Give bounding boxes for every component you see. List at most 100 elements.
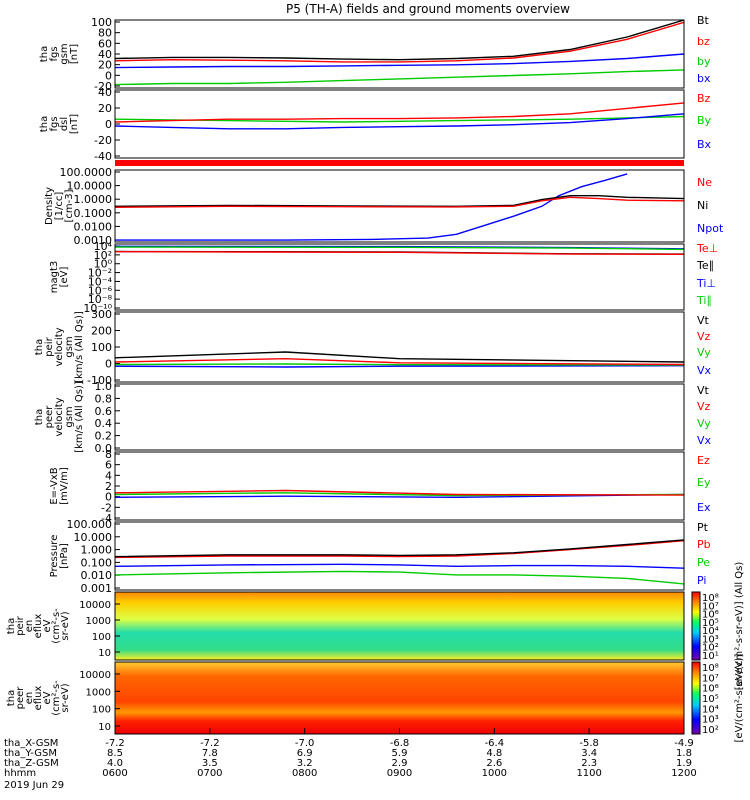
panel-9: 10000 1000 100 10 thapeirenefluxeV(cm²-s-sr-… xyxy=(6,562,745,691)
y-tick-label: -4 xyxy=(101,512,112,525)
y-tick-label: 100 xyxy=(91,341,112,354)
series-line-1 xyxy=(115,173,628,241)
y-tick-label: 0.8 xyxy=(95,392,113,405)
y-axis-label: [cm-3] xyxy=(64,189,75,222)
colorbar-tick-label: 10⁸ xyxy=(702,593,719,604)
y-tick-label: 6 xyxy=(105,459,112,472)
series-line-3 xyxy=(114,489,685,496)
footer-value: 3.2 xyxy=(297,758,313,769)
y-axis-label: magt3 xyxy=(49,261,60,294)
y-axis-label: gsm xyxy=(59,43,70,64)
footer-value: 0600 xyxy=(102,768,127,779)
y-axis-label: [1/cc] xyxy=(54,192,65,221)
y-axis-label: tha xyxy=(6,618,17,634)
y-axis-label: peer xyxy=(15,686,26,710)
panel-frame xyxy=(114,89,685,159)
colorbar xyxy=(691,661,701,735)
y-axis-label: eflux xyxy=(33,686,44,711)
y-axis-label: tha xyxy=(39,116,50,132)
legend-entry: Vz xyxy=(697,400,711,413)
y-axis-label: peir xyxy=(15,615,26,635)
series-line-4 xyxy=(114,19,685,61)
status-strip xyxy=(115,160,684,166)
footer-value: 0700 xyxy=(197,768,222,779)
y-tick-label: 60 xyxy=(98,37,112,50)
colorbar-label: [eV/(cm²-s-sr-eV)] xyxy=(734,653,745,742)
series-line-4 xyxy=(114,250,685,256)
footer-value: 2.3 xyxy=(581,758,597,769)
y-tick-label: 2 xyxy=(105,480,112,493)
series-line-2 xyxy=(114,363,685,366)
y-tick-label: 0.0 xyxy=(95,442,113,455)
y-axis-label: tha xyxy=(34,339,45,355)
panel-frame xyxy=(114,169,685,243)
footer-value: 0900 xyxy=(387,768,412,779)
y-tick-label: 0.010 xyxy=(81,569,113,582)
y-tick-label: 100 xyxy=(92,632,111,643)
y-tick-label: 0 xyxy=(105,69,112,82)
series-line-1 xyxy=(114,365,685,368)
footer-value: 6.9 xyxy=(297,748,313,759)
y-tick-label: 8 xyxy=(105,448,112,461)
legend-entry: Vx xyxy=(697,364,712,377)
y-tick-label: 10000 xyxy=(79,670,111,681)
series-line-4 xyxy=(114,351,685,363)
y-axis-label: gsm xyxy=(64,406,75,427)
series-line-3 xyxy=(114,21,685,63)
series-line-2 xyxy=(114,194,685,208)
legend-entry: Bx xyxy=(697,138,712,151)
colorbar-tick-label: 10² xyxy=(702,725,719,736)
legend-entry: Bz xyxy=(697,92,711,105)
y-tick-label: -40 xyxy=(94,150,112,163)
series-line-1 xyxy=(114,493,685,499)
y-tick-label: 1.000 xyxy=(81,544,113,557)
y-tick-label: 10.000 xyxy=(74,531,113,544)
y-axis-label: peir xyxy=(44,336,55,356)
footer-value: 1000 xyxy=(482,768,507,779)
y-tick-label: 40 xyxy=(98,48,112,61)
y-axis-label: eflux xyxy=(33,614,44,639)
footer-value: -7.2 xyxy=(200,738,220,749)
y-axis-label: [nPa] xyxy=(59,543,70,569)
panel-frame xyxy=(114,591,685,661)
panel-frame xyxy=(114,243,685,311)
y-axis-label: [km/s (All Qs)] xyxy=(74,381,85,453)
y-tick-label: 0.0100 xyxy=(74,220,113,233)
legend-entry: Vy xyxy=(697,346,711,359)
colorbar-tick-label: 10⁵ xyxy=(702,618,719,629)
y-tick-label: 0 xyxy=(105,491,112,504)
panel-frame xyxy=(114,311,685,383)
plot-title: P5 (TH-A) fields and ground moments over… xyxy=(286,2,570,16)
y-tick-label: -20 xyxy=(94,134,112,147)
y-axis-label: en xyxy=(24,620,35,633)
y-axis-label: velocity xyxy=(54,397,65,436)
footer-value: 0800 xyxy=(292,768,317,779)
legend-entry: bx xyxy=(697,72,711,85)
y-tick-label: 0 xyxy=(105,358,112,371)
y-axis-label: en xyxy=(24,692,35,705)
footer-value: 1.8 xyxy=(676,748,692,759)
footer-value: -6.8 xyxy=(390,738,410,749)
footer-date: 2019 Jun 29 xyxy=(4,780,64,791)
y-tick-label: 10⁰ xyxy=(94,258,113,271)
legend-entry: Te∥ xyxy=(696,259,714,272)
y-axis-label: [eV] xyxy=(59,267,70,288)
y-axis-label: velocity xyxy=(54,327,65,366)
panel-frame xyxy=(114,521,685,591)
y-axis-label: fgs xyxy=(49,116,60,131)
y-tick-label: 0.2 xyxy=(95,430,113,443)
legend-entry: Ti⊥ xyxy=(696,277,716,290)
colorbar-tick-label: 10¹ xyxy=(702,651,719,662)
y-tick-label: 100.0000 xyxy=(60,166,113,179)
footer-axis: tha_X-GSM -7.2 -7.2 -7.0 -6.8 -6.4 -5.8 -4.9 tha… xyxy=(4,728,697,791)
y-tick-label: 1.0000 xyxy=(74,193,113,206)
panel-frame xyxy=(114,19,685,89)
y-axis-label: tha xyxy=(6,690,17,706)
y-axis-label: fgs xyxy=(49,46,60,61)
series-line-3 xyxy=(114,357,685,366)
y-axis-label: eV xyxy=(42,619,53,632)
footer-value: 1200 xyxy=(671,768,696,779)
y-tick-label: 10⁻⁴ xyxy=(88,275,113,288)
y-tick-label: -2 xyxy=(101,501,112,514)
